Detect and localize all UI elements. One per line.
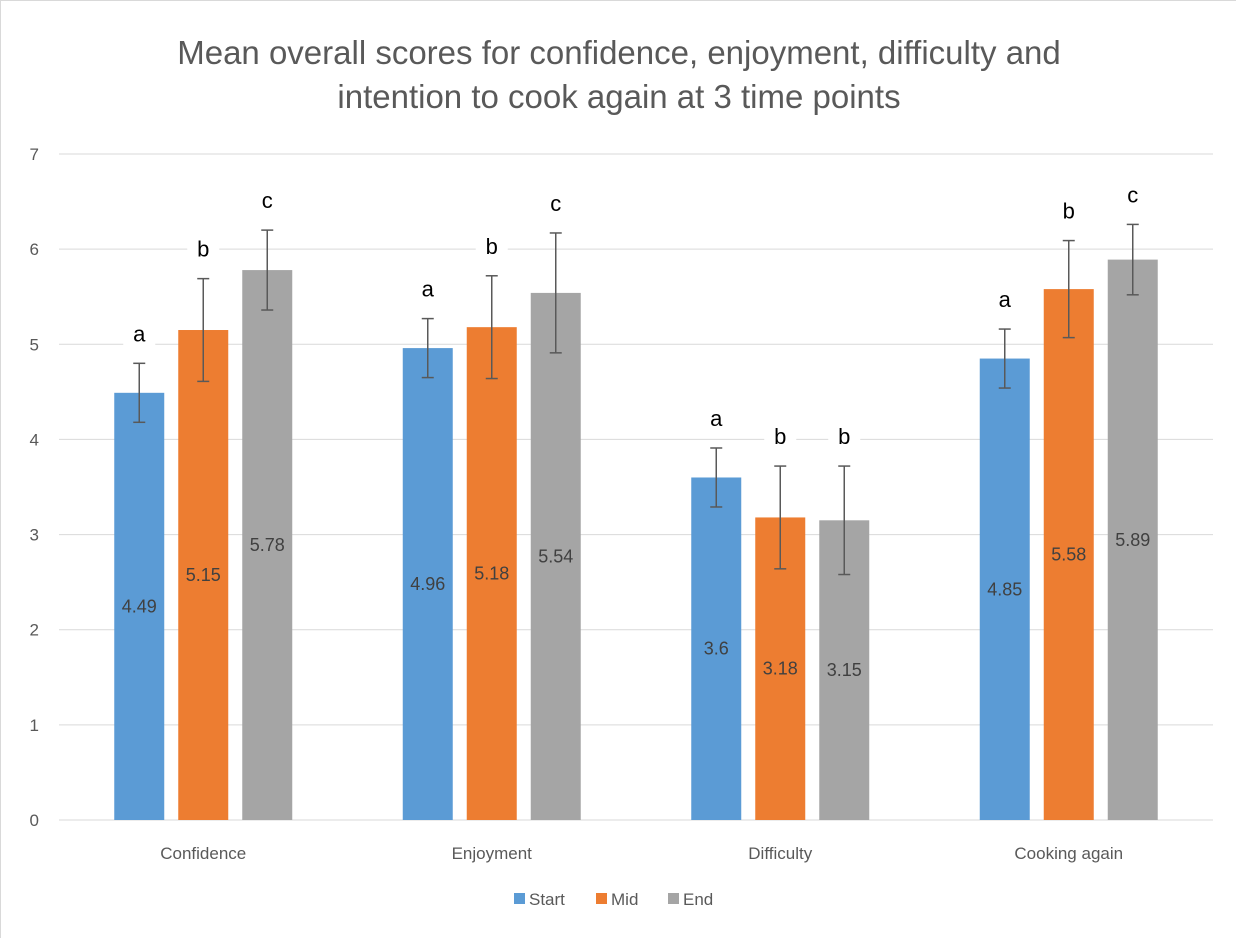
significance-letter-bg (764, 426, 797, 453)
significance-letter-bg (1116, 184, 1149, 211)
significance-letter: a (999, 287, 1012, 312)
legend-swatch (514, 893, 525, 904)
data-label: 5.58 (1051, 545, 1086, 565)
data-label: 4.49 (122, 596, 157, 616)
bar-mid (466, 327, 517, 820)
y-tick-label: 1 (30, 716, 39, 735)
significance-letter-bg (251, 190, 284, 217)
legend-label: Mid (611, 890, 638, 909)
significance-letter-bg (187, 238, 220, 265)
significance-letter: b (1063, 199, 1075, 224)
bar-start (114, 392, 165, 820)
significance-letter-bg (988, 289, 1021, 316)
bar-mid (178, 330, 229, 820)
legend-item-end: End (668, 890, 713, 909)
data-label: 5.15 (186, 565, 221, 585)
data-label: 4.96 (410, 574, 445, 594)
significance-letter: c (550, 191, 561, 216)
x-tick-label: Enjoyment (452, 844, 533, 863)
bar-start (979, 358, 1030, 820)
significance-letter-bg (828, 426, 861, 453)
significance-letter: b (197, 237, 209, 262)
data-label: 3.6 (704, 639, 729, 659)
x-tick-label: Difficulty (748, 844, 812, 863)
bar-mid (1043, 289, 1094, 820)
bar-end (242, 270, 293, 820)
bar-end (530, 292, 581, 820)
y-tick-label: 5 (30, 335, 39, 354)
data-label: 4.85 (987, 579, 1022, 599)
chart-title: Mean overall scores for confidence, enjo… (1, 31, 1236, 119)
significance-letter: a (422, 277, 435, 302)
data-label: 5.54 (538, 546, 573, 566)
data-label: 5.18 (474, 564, 509, 584)
significance-letter: b (486, 234, 498, 259)
significance-letter-bg (475, 235, 508, 262)
significance-letter-bg (1052, 200, 1085, 227)
significance-letter-bg (700, 407, 733, 434)
significance-letter: b (838, 424, 850, 449)
chart-title-line-2: intention to cook again at 3 time points (337, 78, 901, 115)
data-label: 3.15 (827, 660, 862, 680)
significance-letter: a (133, 321, 146, 346)
legend-item-mid: Mid (596, 890, 638, 909)
significance-letter: c (1127, 182, 1138, 207)
significance-letter: b (774, 424, 786, 449)
significance-letter-bg (411, 278, 444, 305)
significance-letter: a (710, 406, 723, 431)
y-tick-label: 7 (30, 145, 39, 164)
significance-letter-bg (123, 323, 156, 350)
legend-swatch (596, 893, 607, 904)
y-tick-label: 6 (30, 240, 39, 259)
legend-label: End (683, 890, 713, 909)
y-tick-label: 0 (30, 811, 39, 830)
chart-title-line-1: Mean overall scores for confidence, enjo… (177, 34, 1061, 71)
x-tick-label: Cooking again (1014, 844, 1123, 863)
legend-swatch (668, 893, 679, 904)
legend: Start Mid End (514, 890, 713, 909)
bar-start (402, 348, 453, 820)
bar-start (691, 477, 742, 820)
y-tick-label: 3 (30, 526, 39, 545)
y-tick-label: 4 (30, 430, 39, 449)
data-label: 5.89 (1115, 530, 1150, 550)
data-label: 3.18 (763, 659, 798, 679)
significance-letter-bg (539, 192, 572, 219)
legend-item-start: Start (514, 890, 565, 909)
data-label: 5.78 (250, 535, 285, 555)
x-tick-label: Confidence (160, 844, 246, 863)
bar-end (1107, 259, 1158, 820)
y-tick-label: 2 (30, 621, 39, 640)
significance-letter: c (262, 188, 273, 213)
legend-label: Start (529, 890, 565, 909)
